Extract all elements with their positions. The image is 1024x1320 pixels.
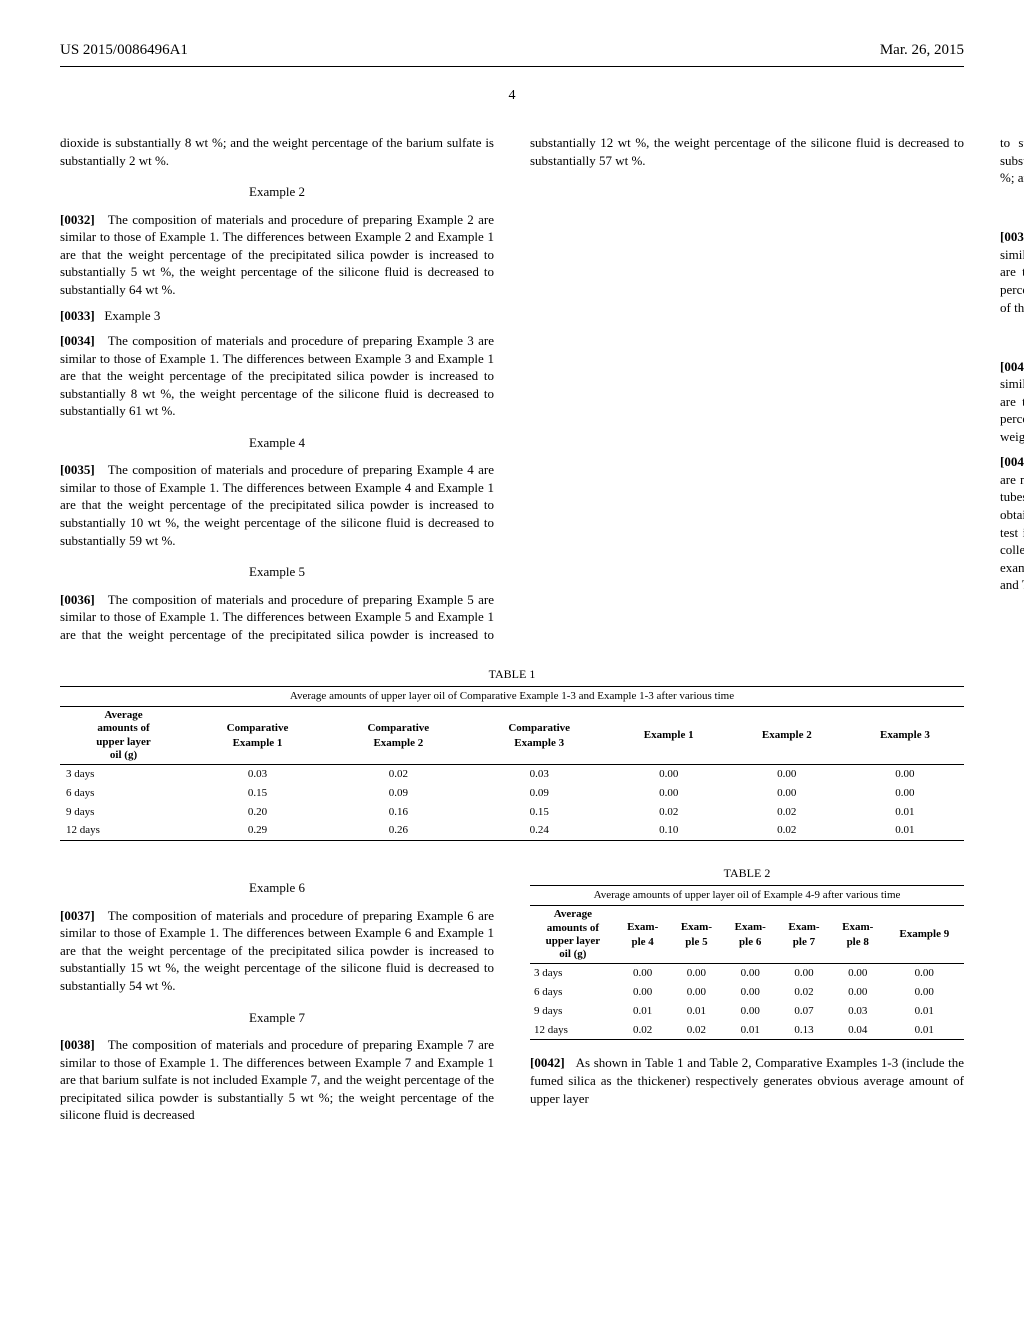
paragraph-0033: [0033] Example 3 — [60, 307, 494, 325]
para-num-0037: [0037] — [60, 908, 95, 923]
page-number: 4 — [60, 87, 964, 106]
date: Mar. 26, 2015 — [880, 40, 964, 60]
header-divider — [60, 66, 964, 67]
para-num-0042: [0042] — [530, 1055, 565, 1070]
table2-row4: 12 days 0.02 0.02 0.01 0.13 0.04 0.01 — [530, 1021, 964, 1040]
table1-row2: 6 days 0.15 0.09 0.09 0.00 0.00 0.00 — [60, 784, 964, 803]
paragraph-0037: [0037] The composition of materials and … — [60, 907, 494, 995]
paragraph-0032: [0032] The composition of materials and … — [60, 211, 494, 299]
paragraph-0034: [0034] The composition of materials and … — [60, 332, 494, 420]
example4-heading: Example 4 — [60, 434, 494, 452]
paragraph-0042: [0042] As shown in Table 1 and Table 2, … — [530, 1054, 964, 1107]
para-num-0034: [0034] — [60, 333, 95, 348]
table1-col6: Example 3 — [846, 707, 964, 765]
example5-heading: Example 5 — [60, 563, 494, 581]
table2-col1: Exam-ple 4 — [616, 906, 670, 964]
patent-number: US 2015/0086496A1 — [60, 40, 188, 60]
paragraph-0038: [0038] The composition of materials and … — [60, 1036, 494, 1124]
table2-col3: Exam-ple 6 — [723, 906, 777, 964]
table1-row1: 3 days 0.03 0.02 0.03 0.00 0.00 0.00 — [60, 764, 964, 783]
table2-col5: Exam-ple 8 — [831, 906, 885, 964]
example6-heading: Example 6 — [60, 879, 494, 897]
table1-rowhead: Average amounts of upper layer oil (g) — [60, 707, 187, 765]
col1-top-fragment: dioxide is substantially 8 wt %; and the… — [60, 134, 494, 169]
table1-col3: ComparativeExample 3 — [469, 707, 610, 765]
paragraph-0041: [0041] Respectively, 15 g of above Compa… — [1000, 453, 1024, 593]
table1-col1: ComparativeExample 1 — [187, 707, 328, 765]
example9-heading: Example 9 — [1000, 330, 1024, 348]
table2-col6: Example 9 — [885, 906, 964, 964]
para-num-0033: [0033] — [60, 308, 95, 323]
table1-row3: 9 days 0.20 0.16 0.15 0.02 0.02 0.01 — [60, 803, 964, 822]
example8-heading: Example 8 — [1000, 201, 1024, 219]
page-header: US 2015/0086496A1 Mar. 26, 2015 — [60, 40, 964, 60]
para-num-0039: [0039] — [1000, 229, 1024, 244]
para-text-0042: As shown in Table 1 and Table 2, Compara… — [530, 1055, 964, 1105]
table2-col4: Exam-ple 7 — [777, 906, 831, 964]
table1-wrapper: TABLE 1 Average amounts of upper layer o… — [60, 666, 964, 841]
table1-col5: Example 2 — [728, 707, 846, 765]
table1-col2: ComparativeExample 2 — [328, 707, 469, 765]
para-text-0038: The composition of materials and procedu… — [60, 1037, 494, 1122]
para-text-0037: The composition of materials and procedu… — [60, 908, 494, 993]
para-num-0041: [0041] — [1000, 454, 1024, 469]
table2-row1: 3 days 0.00 0.00 0.00 0.00 0.00 0.00 — [530, 964, 964, 983]
paragraph-0039: [0039] The composition of materials and … — [1000, 228, 1024, 316]
para-num-0036: [0036] — [60, 592, 95, 607]
example7-heading: Example 7 — [60, 1009, 494, 1027]
example2-heading: Example 2 — [60, 183, 494, 201]
table2: Average amounts of upper layer oil of Ex… — [530, 885, 964, 1040]
para-num-0035: [0035] — [60, 462, 95, 477]
paragraph-0035: [0035] The composition of materials and … — [60, 461, 494, 549]
table1-row4: 12 days 0.29 0.26 0.24 0.10 0.02 0.01 — [60, 821, 964, 840]
para-text-0033: Example 3 — [104, 308, 160, 323]
col2-top-fragment: to substantially 64 wt %; the weight per… — [1000, 134, 1024, 187]
table2-title: Average amounts of upper layer oil of Ex… — [530, 886, 964, 906]
table1-label: TABLE 1 — [60, 666, 964, 682]
para-text-0041: Respectively, 15 g of above Comparative … — [1000, 454, 1024, 592]
table2-col2: Exam-ple 5 — [670, 906, 724, 964]
table2-label: TABLE 2 — [530, 865, 964, 881]
paragraph-0040: [0040] The composition of materials and … — [1000, 358, 1024, 446]
table2-row2: 6 days 0.00 0.00 0.00 0.02 0.00 0.00 — [530, 983, 964, 1002]
para-num-0032: [0032] — [60, 212, 95, 227]
table1-col4: Example 1 — [610, 707, 728, 765]
para-num-0038: [0038] — [60, 1037, 95, 1052]
table2-wrapper: TABLE 2 Average amounts of upper layer o… — [530, 865, 964, 1040]
table2-row3: 9 days 0.01 0.01 0.00 0.07 0.03 0.01 — [530, 1002, 964, 1021]
table1: Average amounts of upper layer oil of Co… — [60, 686, 964, 841]
para-num-0040: [0040] — [1000, 359, 1024, 374]
para-text-0035: The composition of materials and procedu… — [60, 462, 494, 547]
para-text-0034: The composition of materials and procedu… — [60, 333, 494, 418]
para-text-0032: The composition of materials and procedu… — [60, 212, 494, 297]
table2-rowhead: Average amounts of upper layer oil (g) — [530, 906, 616, 964]
table1-title: Average amounts of upper layer oil of Co… — [60, 687, 964, 707]
